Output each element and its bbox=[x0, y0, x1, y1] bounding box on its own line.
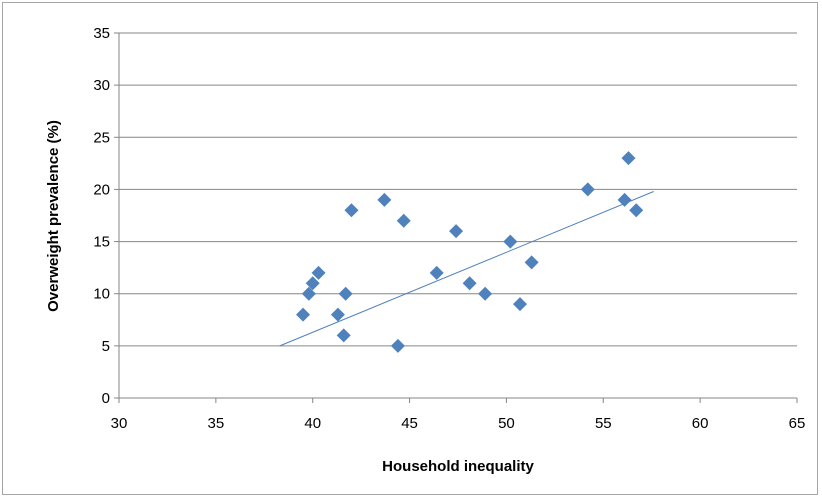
data-point-diamond bbox=[449, 224, 464, 239]
data-point-diamond bbox=[311, 265, 326, 280]
data-point-diamond bbox=[396, 213, 411, 228]
data-point-diamond bbox=[336, 328, 351, 343]
x-axis-title: Household inequality bbox=[382, 458, 534, 475]
y-tick-label: 25 bbox=[93, 129, 110, 146]
data-point-diamond bbox=[338, 286, 353, 301]
data-points bbox=[296, 151, 644, 353]
y-tick-label: 30 bbox=[93, 77, 110, 94]
data-point-diamond bbox=[580, 182, 595, 197]
tick-labels: 0 5 10 15 20 25 30 35 30 35 40 45 50 55 60 65 bbox=[93, 25, 805, 432]
data-point-diamond bbox=[377, 192, 392, 207]
y-tick-label: 15 bbox=[93, 234, 110, 251]
data-point-diamond bbox=[512, 297, 527, 312]
data-point-diamond bbox=[524, 255, 539, 270]
x-tick-label: 40 bbox=[304, 415, 321, 432]
axes bbox=[114, 32, 798, 403]
data-point-diamond bbox=[390, 338, 405, 353]
data-point-diamond bbox=[344, 203, 359, 218]
x-tick-label: 50 bbox=[498, 415, 515, 432]
data-point-diamond bbox=[429, 265, 444, 280]
data-point-diamond bbox=[296, 307, 311, 322]
data-point-diamond bbox=[330, 307, 345, 322]
gridlines bbox=[119, 32, 797, 347]
trendline bbox=[279, 191, 654, 347]
x-tick-label: 35 bbox=[208, 415, 225, 432]
data-point-diamond bbox=[478, 286, 493, 301]
data-point-diamond bbox=[621, 151, 636, 166]
data-point-diamond bbox=[629, 203, 644, 218]
data-point-diamond bbox=[503, 234, 518, 249]
x-tick-label: 45 bbox=[401, 415, 418, 432]
data-point-diamond bbox=[301, 286, 316, 301]
data-point-diamond bbox=[462, 276, 477, 291]
x-tick-label: 65 bbox=[789, 415, 806, 432]
x-tick-label: 60 bbox=[692, 415, 709, 432]
y-tick-label: 0 bbox=[102, 390, 110, 407]
x-tick-label: 30 bbox=[111, 415, 128, 432]
y-tick-label: 10 bbox=[93, 286, 110, 303]
data-point-diamond bbox=[305, 276, 320, 291]
x-tick-label: 55 bbox=[595, 415, 612, 432]
y-tick-label: 35 bbox=[93, 25, 110, 42]
y-tick-label: 5 bbox=[102, 338, 110, 355]
data-point-diamond bbox=[617, 192, 632, 207]
y-axis-title: Overweight prevalence (%) bbox=[45, 120, 62, 312]
y-tick-label: 20 bbox=[93, 181, 110, 198]
